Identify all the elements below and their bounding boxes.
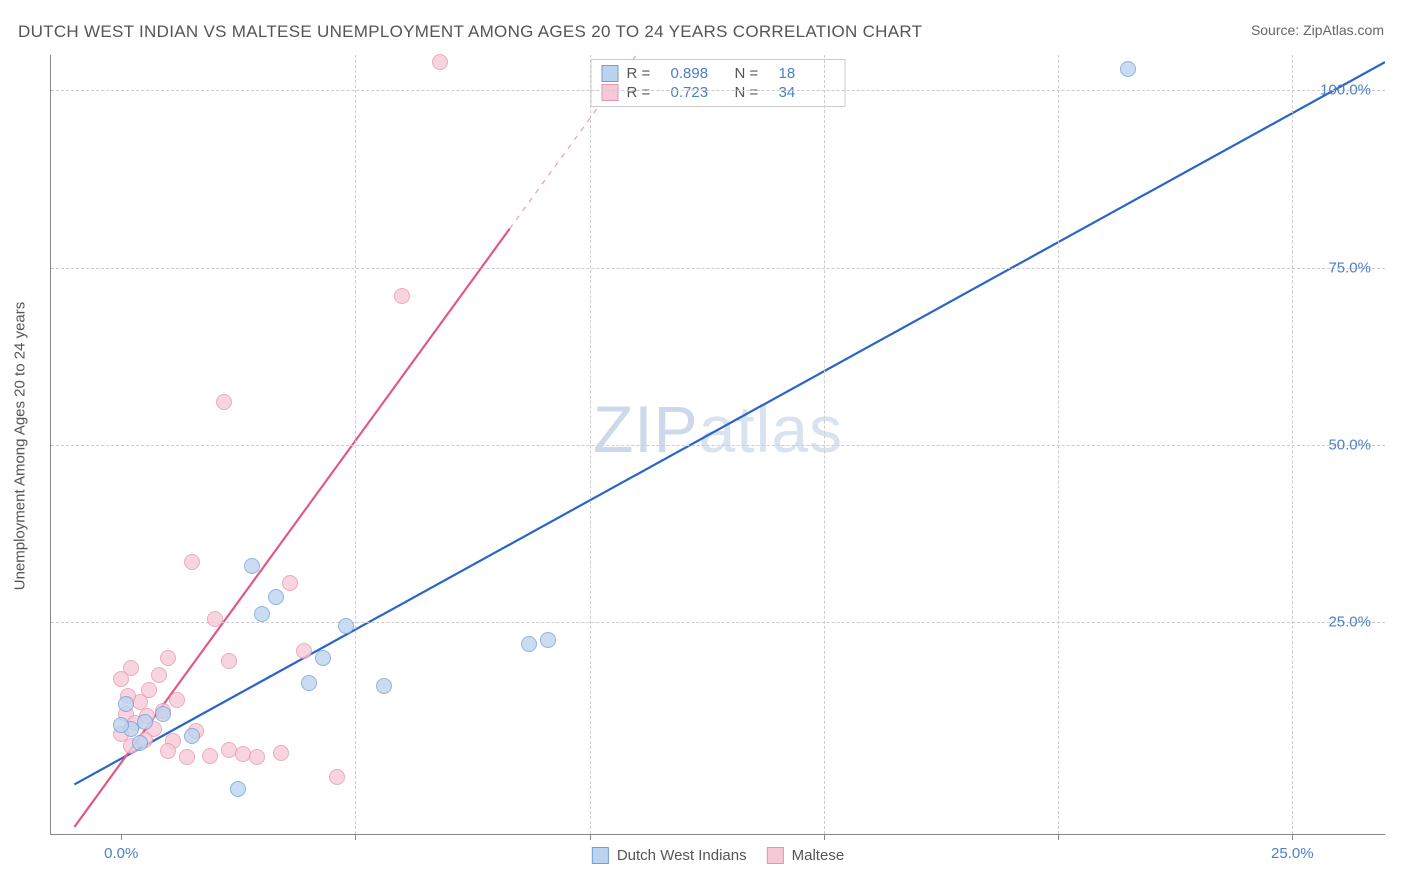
data-point-dutch (1120, 61, 1136, 77)
watermark-zip: ZIP (593, 392, 699, 466)
legend-n-value-dutch: 18 (779, 65, 835, 82)
legend-r-label: R = (627, 65, 663, 82)
legend-stat-row-dutch: R = 0.898 N = 18 (602, 64, 835, 83)
source-label: Source: ZipAtlas.com (1251, 22, 1384, 38)
legend-n-label: N = (735, 65, 771, 82)
trend-line-dutch (74, 62, 1385, 784)
data-point-dutch (113, 717, 129, 733)
x-tick (824, 834, 825, 840)
chart-title: DUTCH WEST INDIAN VS MALTESE UNEMPLOYMEN… (18, 22, 922, 42)
data-point-dutch (137, 714, 153, 730)
y-tick-label: 100.0% (1320, 82, 1371, 99)
legend-swatch-maltese (602, 84, 619, 101)
data-point-maltese (151, 667, 167, 683)
data-point-maltese (394, 288, 410, 304)
y-tick-label: 25.0% (1328, 614, 1371, 631)
v-gridline (1292, 55, 1293, 834)
data-point-dutch (376, 678, 392, 694)
v-gridline (590, 55, 591, 834)
legend-label-dutch: Dutch West Indians (617, 847, 747, 864)
y-axis-label: Unemployment Among Ages 20 to 24 years (12, 302, 29, 591)
data-point-dutch (118, 696, 134, 712)
x-tick (590, 834, 591, 840)
legend-label-maltese: Maltese (792, 847, 845, 864)
legend-swatch-dutch (602, 65, 619, 82)
legend-swatch-maltese (767, 847, 784, 864)
data-point-dutch (155, 706, 171, 722)
data-point-dutch (244, 558, 260, 574)
data-point-dutch (254, 606, 270, 622)
v-gridline (355, 55, 356, 834)
legend-series: Dutch West Indians Maltese (592, 847, 844, 864)
legend-n-label: N = (735, 84, 771, 101)
data-point-dutch (230, 781, 246, 797)
v-gridline (1058, 55, 1059, 834)
x-tick (121, 834, 122, 840)
legend-stat-row-maltese: R = 0.723 N = 34 (602, 83, 835, 102)
data-point-dutch (132, 735, 148, 751)
data-point-maltese (160, 650, 176, 666)
data-point-maltese (202, 748, 218, 764)
data-point-maltese (282, 575, 298, 591)
legend-n-value-maltese: 34 (779, 84, 835, 101)
data-point-maltese (296, 643, 312, 659)
y-tick-label: 75.0% (1328, 259, 1371, 276)
data-point-dutch (184, 728, 200, 744)
legend-r-value-dutch: 0.898 (671, 65, 727, 82)
x-tick (1058, 834, 1059, 840)
data-point-dutch (540, 632, 556, 648)
watermark-atlas: atlas (699, 392, 843, 466)
data-point-dutch (338, 618, 354, 634)
x-tick-label: 0.0% (104, 845, 138, 862)
legend-item-maltese: Maltese (767, 847, 845, 864)
watermark: ZIPatlas (593, 391, 843, 467)
plot-area: ZIPatlas R =0.898N =18R =0.723N =34 Dutc… (50, 55, 1385, 835)
v-gridline (824, 55, 825, 834)
data-point-maltese (221, 653, 237, 669)
x-tick-label: 25.0% (1271, 845, 1314, 862)
h-gridline (51, 622, 1385, 623)
legend-r-label: R = (627, 84, 663, 101)
h-gridline (51, 90, 1385, 91)
data-point-dutch (315, 650, 331, 666)
legend-r-value-maltese: 0.723 (671, 84, 727, 101)
data-point-maltese (432, 54, 448, 70)
legend-item-dutch: Dutch West Indians (592, 847, 747, 864)
data-point-maltese (184, 554, 200, 570)
data-point-maltese (329, 769, 345, 785)
data-point-maltese (169, 692, 185, 708)
data-point-maltese (207, 611, 223, 627)
data-point-maltese (160, 743, 176, 759)
data-point-maltese (113, 671, 129, 687)
data-point-maltese (216, 394, 232, 410)
data-point-dutch (301, 675, 317, 691)
data-point-maltese (273, 745, 289, 761)
data-point-dutch (268, 589, 284, 605)
data-point-maltese (179, 749, 195, 765)
data-point-maltese (249, 749, 265, 765)
data-point-dutch (521, 636, 537, 652)
legend-swatch-dutch (592, 847, 609, 864)
legend-correlation-box: R = 0.898 N = 18 R = 0.723 N = 34 (591, 59, 846, 107)
y-tick-label: 50.0% (1328, 437, 1371, 454)
x-tick (355, 834, 356, 840)
h-gridline (51, 445, 1385, 446)
h-gridline (51, 268, 1385, 269)
x-tick (1292, 834, 1293, 840)
